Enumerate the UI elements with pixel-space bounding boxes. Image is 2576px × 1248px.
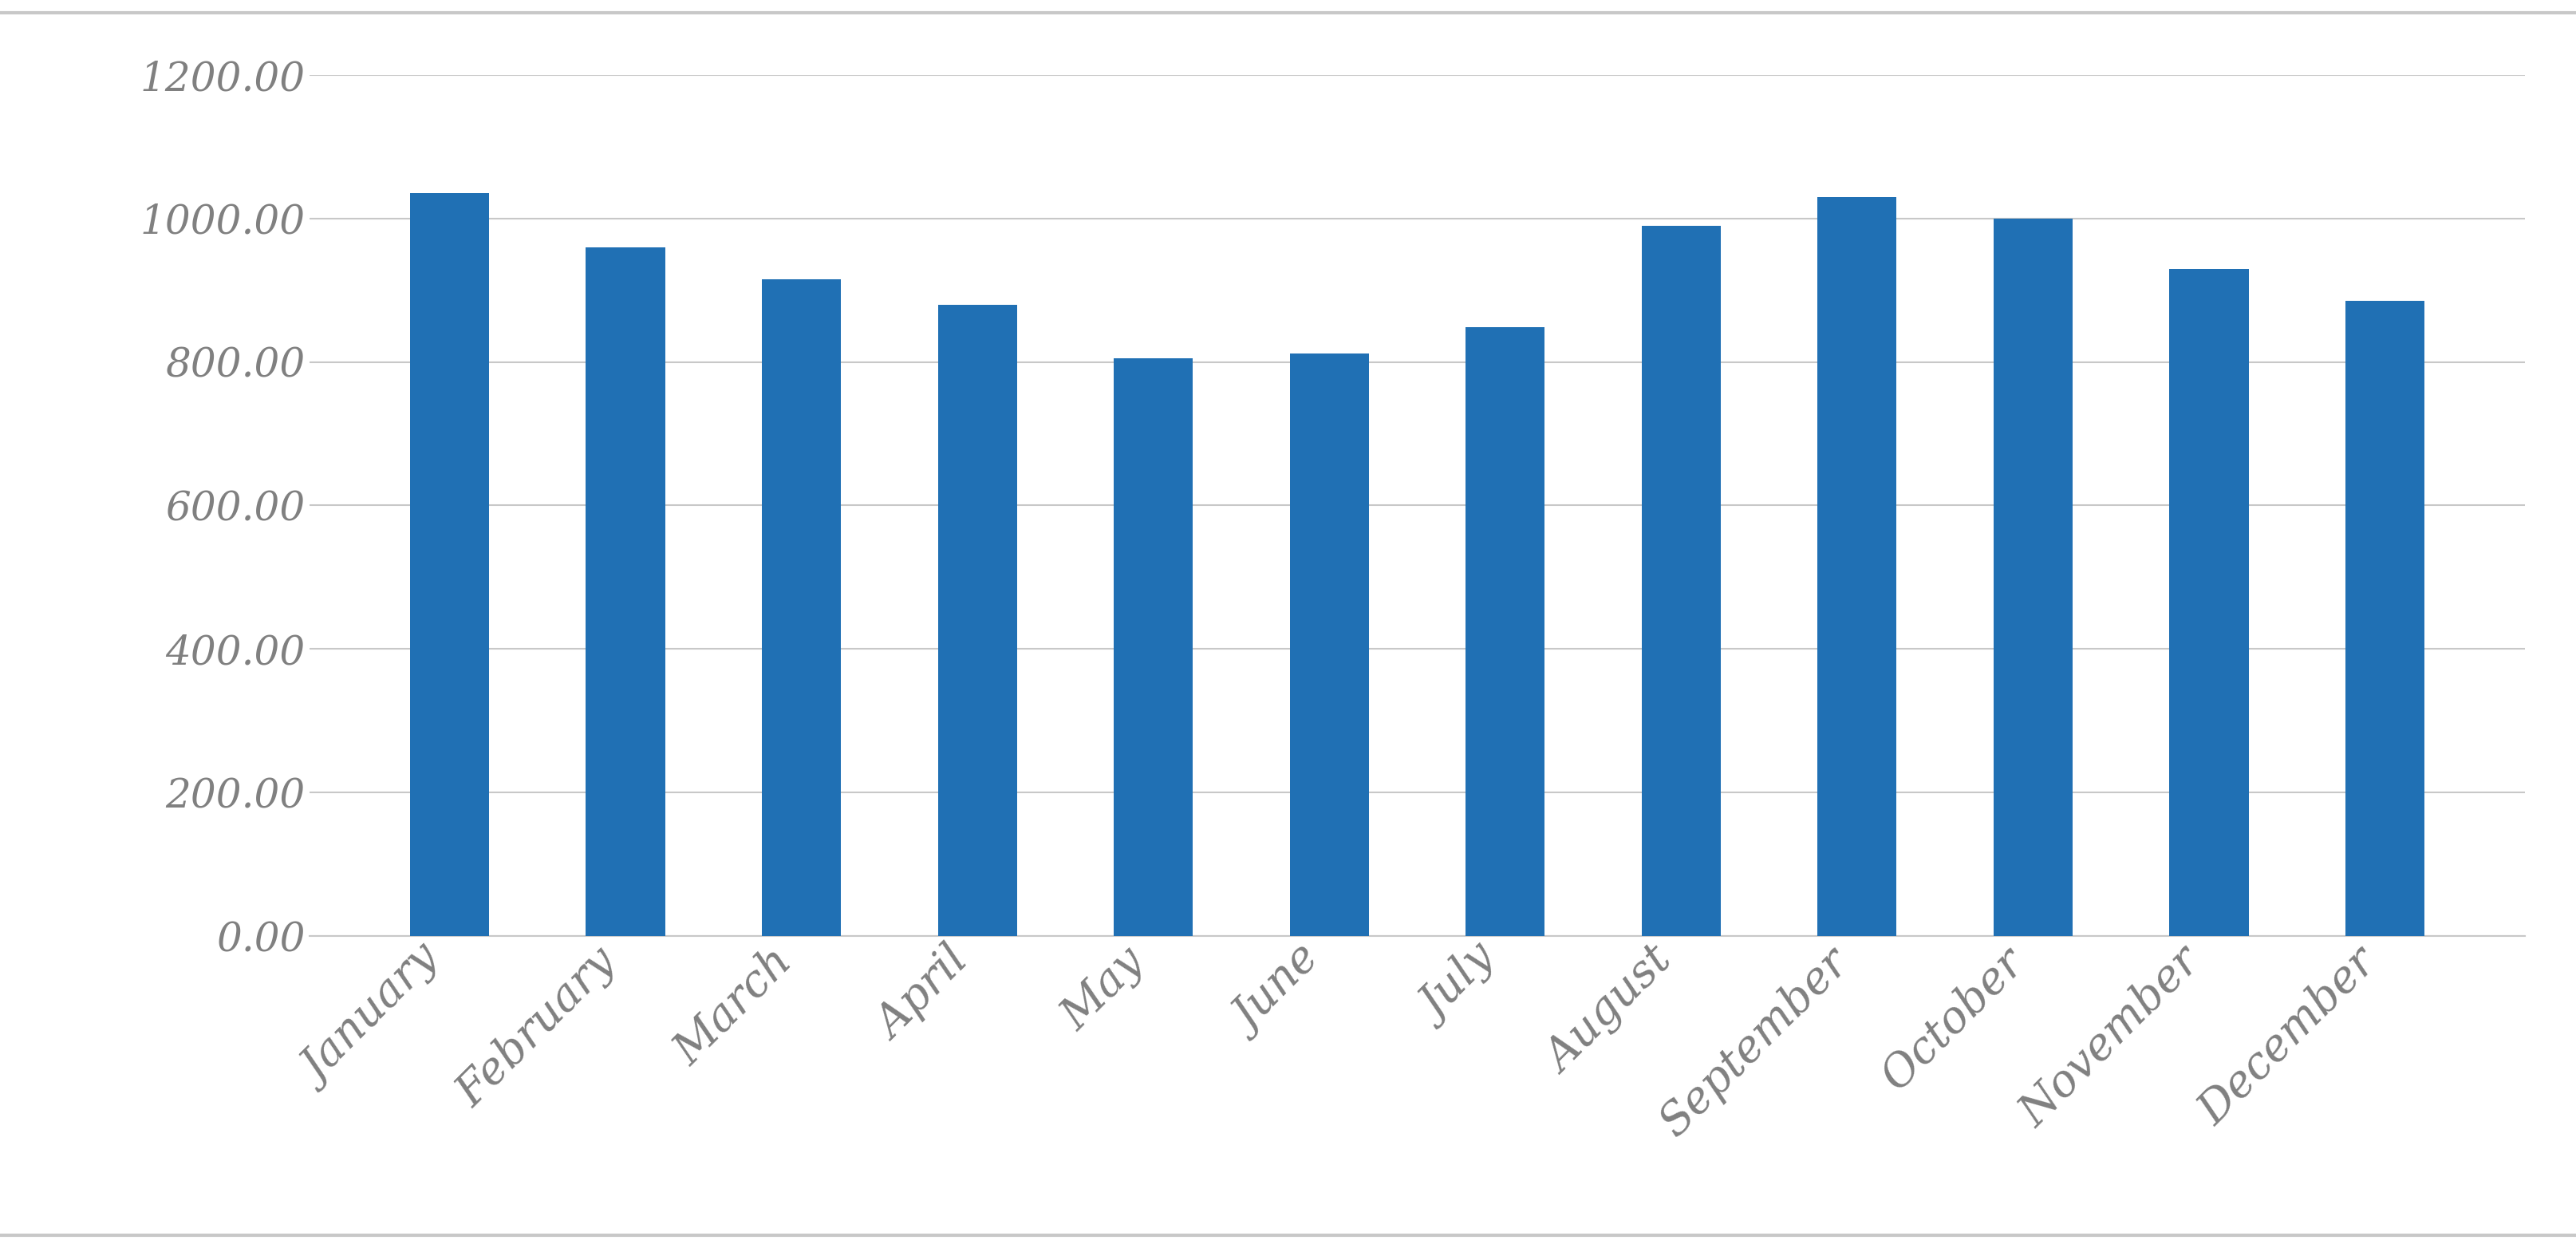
Bar <box>762 280 840 936</box>
Bar <box>1816 197 1896 936</box>
Bar <box>1288 353 1368 936</box>
Bar <box>410 193 489 936</box>
Bar <box>1113 358 1193 936</box>
Bar <box>938 305 1018 936</box>
Bar <box>1641 226 1721 936</box>
Bar <box>1466 327 1546 936</box>
Bar <box>2344 301 2424 936</box>
Bar <box>1994 218 2071 936</box>
Bar <box>2169 268 2249 936</box>
Bar <box>585 247 665 936</box>
